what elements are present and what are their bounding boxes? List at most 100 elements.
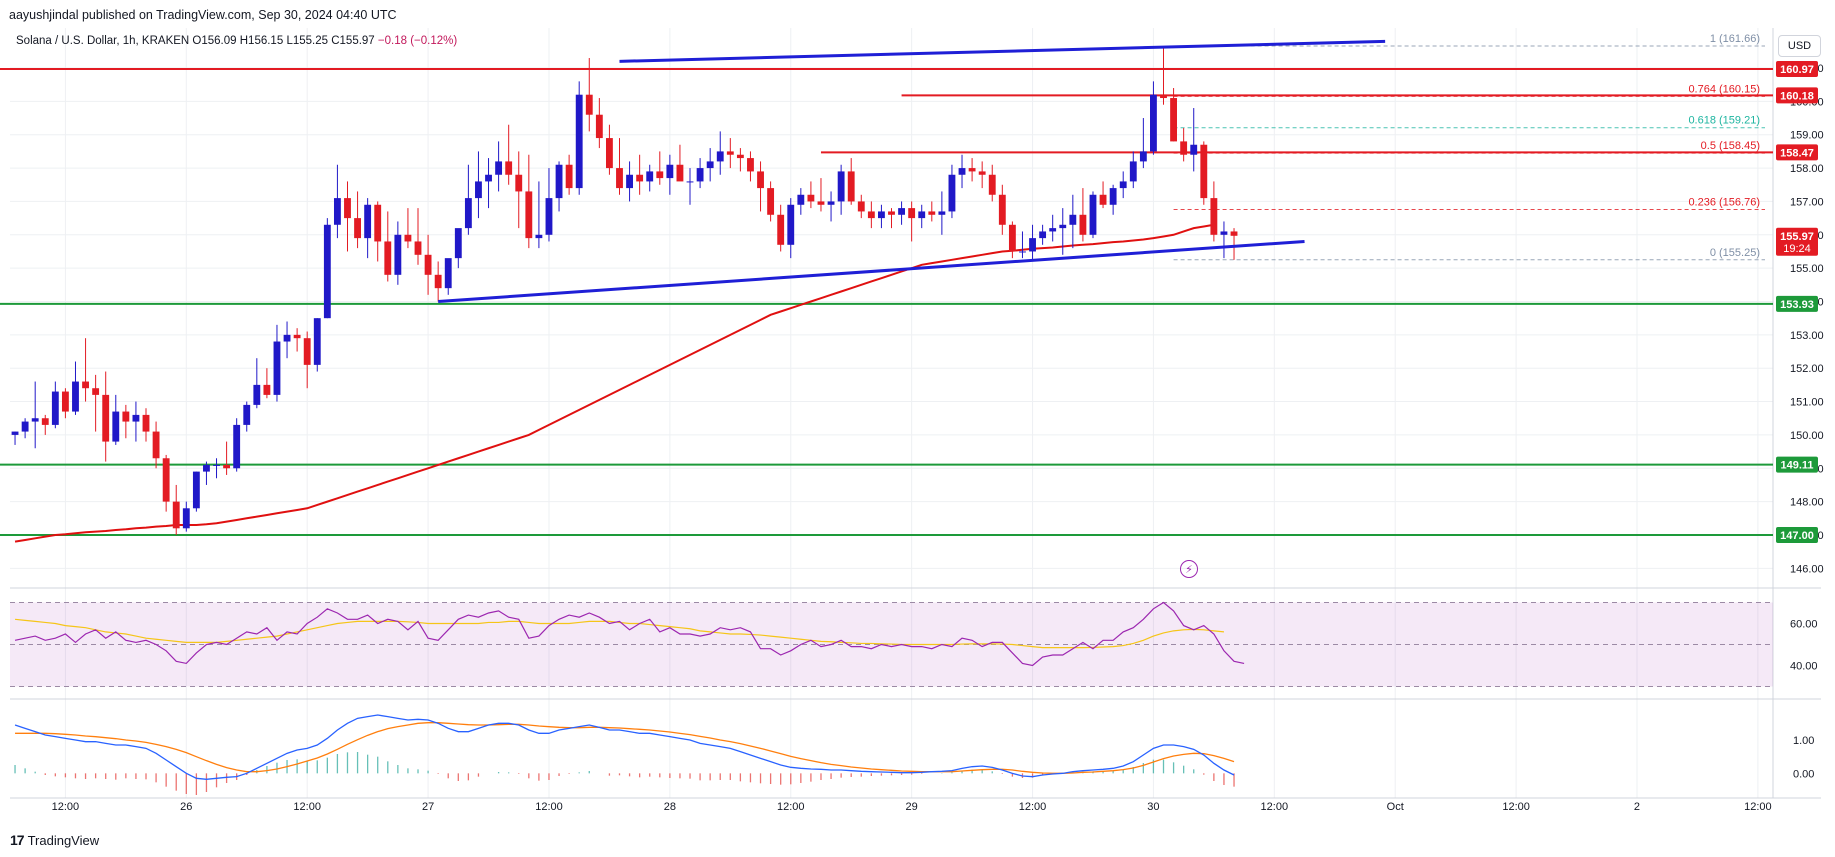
candle-body (11, 431, 19, 435)
candle-body (313, 318, 321, 365)
candle-body (213, 464, 220, 466)
candle-body (51, 391, 59, 425)
time-tick-label: 12:00 (1261, 801, 1289, 813)
candle-body (958, 168, 966, 175)
price-label-text: 147.00 (1780, 530, 1814, 542)
candle-body (1129, 161, 1137, 182)
candle-body (273, 341, 281, 395)
macd-signal-line (15, 722, 1235, 774)
change-value: −0.18 (−0.12%) (377, 35, 458, 47)
price-label-text: 160.18 (1780, 90, 1814, 102)
candle-body (616, 168, 623, 189)
candle-body (797, 194, 805, 205)
rsi-line (14, 601, 1245, 667)
price-label-box (1776, 61, 1818, 78)
candle-body (646, 171, 654, 182)
low-value: L155.25 (286, 35, 329, 47)
candle-body (686, 181, 694, 183)
candle-body (605, 138, 613, 169)
candle-body (364, 204, 372, 239)
price-tick-label: 150.00 (1790, 430, 1824, 442)
candle-body (1059, 224, 1067, 229)
candle-body (444, 258, 452, 289)
candle-body (938, 211, 946, 215)
candle-body (162, 458, 170, 502)
candle-body (253, 384, 261, 405)
candle-body (767, 188, 775, 215)
candle-body (475, 181, 482, 199)
candle-body (152, 431, 160, 459)
candle-body (384, 241, 392, 275)
price-label-text: 160.97 (1780, 64, 1814, 76)
candle-body (898, 208, 905, 215)
candle-body (807, 194, 815, 202)
flash-icon[interactable]: ⚡ (1180, 560, 1198, 578)
symbol-ohlc-legend: Solana / U.S. Dollar, 1h, KRAKEN O156.09… (16, 35, 457, 47)
candle-body (585, 94, 593, 115)
price-label-box (1776, 456, 1818, 473)
rsi-tick-label: 40.00 (1790, 661, 1818, 673)
candle-body (1029, 238, 1036, 252)
candle-body (72, 381, 79, 412)
candle-body (888, 211, 895, 215)
candle-body (283, 334, 291, 342)
candle-body (696, 168, 704, 182)
time-tick-label: Oct (1387, 801, 1404, 813)
price-tick-label: 148.00 (1790, 497, 1824, 509)
candle-body (92, 388, 100, 395)
candle-body (41, 418, 49, 425)
candle-body (1039, 231, 1047, 239)
candle-body (404, 234, 412, 242)
candle-body (948, 174, 956, 212)
price-tick-label: 152.00 (1790, 363, 1824, 375)
candle-body (1099, 194, 1107, 205)
candle-body (757, 171, 764, 189)
price-tick-label: 159.00 (1790, 130, 1824, 142)
price-tick-label: 158.00 (1790, 163, 1824, 175)
time-tick-label: 2 (1634, 801, 1640, 813)
candle-body (374, 204, 382, 242)
price-label-text: 155.97 (1780, 231, 1814, 243)
candle-body (656, 171, 664, 179)
candle-body (112, 411, 120, 442)
fib-level-label: 0.236 (156.76) (1688, 196, 1760, 208)
candle-body (747, 158, 754, 172)
close-value: C155.97 (331, 35, 375, 47)
candle-body (1220, 231, 1228, 235)
candle-body (706, 161, 714, 169)
macd-tick-label: 0.00 (1793, 768, 1814, 780)
candle-body (485, 174, 492, 182)
candle-body (817, 201, 825, 205)
candle-body (676, 164, 684, 182)
candle-body (424, 254, 432, 275)
candle-body (323, 224, 331, 319)
candle-body (726, 151, 734, 155)
price-label-text: 158.47 (1780, 147, 1814, 159)
candle-body (223, 464, 231, 469)
candle-body (293, 334, 301, 339)
candle-body (132, 414, 140, 422)
price-label-box (1776, 227, 1818, 256)
candle-body (1109, 188, 1117, 205)
countdown-label-text: 19:24 (1783, 243, 1811, 255)
candle-body (1200, 144, 1208, 199)
currency-selector[interactable]: USD (1778, 35, 1821, 57)
candle-body (82, 381, 89, 389)
candle-body (495, 161, 503, 175)
publish-line: aayushjindal published on TradingView.co… (9, 8, 397, 22)
high-value: H156.15 (239, 35, 284, 47)
candle-body (777, 214, 785, 245)
candle-body (1160, 94, 1167, 99)
price-tick-label: 157.00 (1790, 196, 1824, 208)
candle-body (988, 174, 996, 195)
candle-body (736, 154, 744, 159)
candle-body (978, 171, 986, 175)
candle-body (1230, 231, 1238, 236)
candle-body (243, 404, 251, 425)
tradingview-logo[interactable]: 17 TradingView (10, 832, 99, 848)
candle-body (595, 114, 603, 139)
candle-body (525, 191, 533, 239)
candle-body (203, 464, 210, 472)
candle-body (344, 198, 351, 219)
candle-body (716, 151, 724, 162)
